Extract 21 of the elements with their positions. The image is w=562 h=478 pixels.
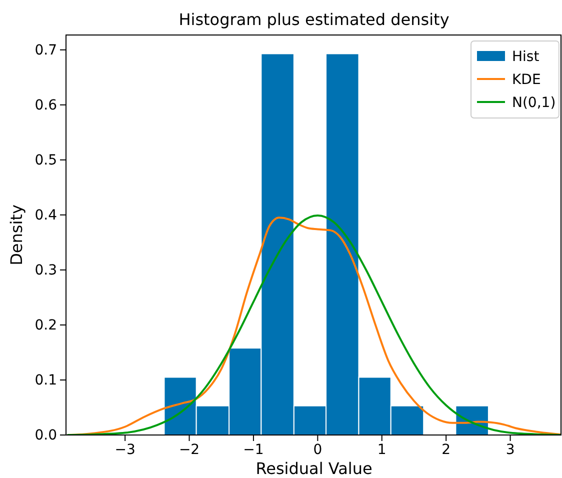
x-tick-label: −3 xyxy=(114,442,136,458)
legend-label: N(0,1) xyxy=(512,95,556,111)
y-tick-label: 0.7 xyxy=(34,42,57,58)
x-tick-label: −1 xyxy=(243,442,264,458)
x-tick-label: 3 xyxy=(506,442,515,458)
y-tick-label: 0.3 xyxy=(34,262,57,278)
y-tick-label: 0.6 xyxy=(34,97,58,114)
y-tick-label: 0.5 xyxy=(34,152,57,168)
x-tick-label: 0 xyxy=(313,442,322,458)
x-tick-label: −2 xyxy=(178,442,200,458)
x-tick-label: 2 xyxy=(442,442,451,458)
x-tick-label: 1 xyxy=(377,442,386,458)
x-axis-title: Residual Value xyxy=(256,459,372,478)
chart-title: Histogram plus estimated density xyxy=(178,10,450,29)
y-tick-label: 0.1 xyxy=(34,372,57,388)
y-axis-title: Density xyxy=(7,204,26,266)
legend-label: Hist xyxy=(512,49,540,65)
y-tick-label: 0.2 xyxy=(34,317,57,334)
y-tick-label: 0.0 xyxy=(34,427,57,444)
legend-label: KDE xyxy=(512,72,541,88)
y-tick-label: 0.4 xyxy=(34,207,58,224)
